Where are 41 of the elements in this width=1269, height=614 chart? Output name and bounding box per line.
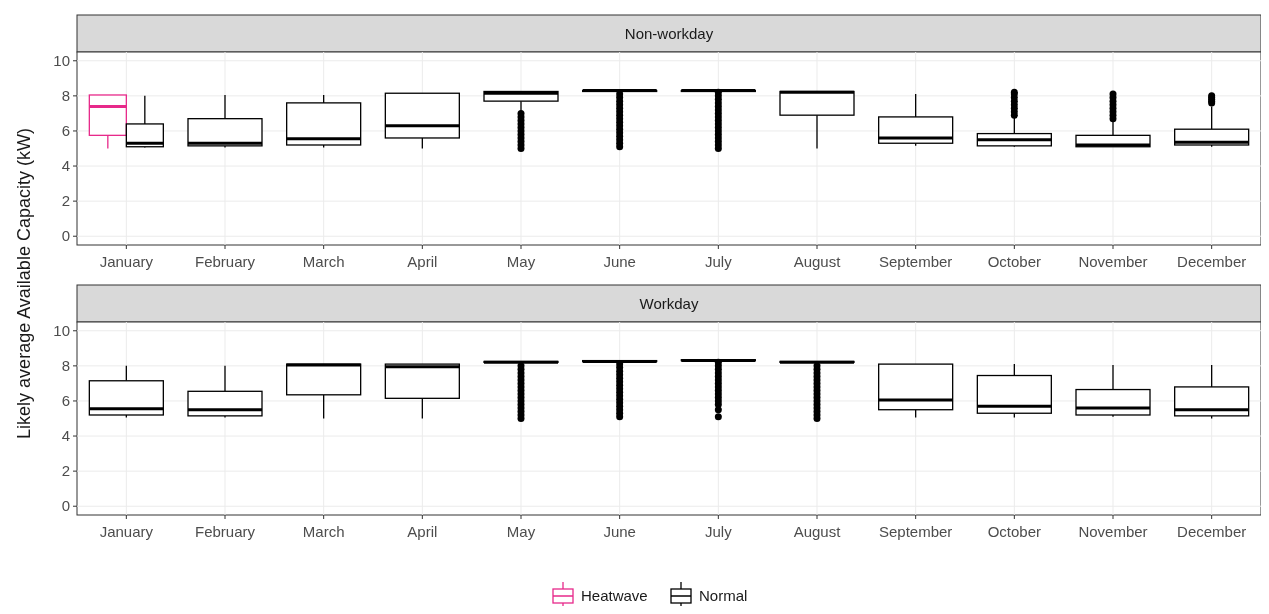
chart-title: Workday bbox=[639, 294, 699, 312]
x-tick-label: September bbox=[878, 523, 953, 540]
x-tick-label: April bbox=[407, 523, 438, 540]
y-tick-label: 8 bbox=[61, 86, 70, 104]
y-axis-title: Likely average Available Capacity (kW) bbox=[14, 128, 34, 439]
y-tick-label: 10 bbox=[53, 51, 70, 69]
chart-title: Non-workday bbox=[624, 24, 714, 42]
legend-label: Normal bbox=[699, 587, 748, 604]
x-tick-label: November bbox=[1078, 253, 1148, 270]
x-tick-label: June bbox=[603, 523, 636, 540]
x-tick-label: May bbox=[506, 523, 536, 540]
x-tick-label: July bbox=[704, 253, 733, 270]
x-tick-label: November bbox=[1078, 523, 1148, 540]
x-tick-label: March bbox=[302, 253, 345, 270]
x-tick-label: October bbox=[987, 523, 1042, 540]
x-tick-label: May bbox=[506, 253, 536, 270]
x-tick-label: July bbox=[704, 523, 733, 540]
legend-label: Heatwave bbox=[581, 587, 648, 604]
x-tick-label: January bbox=[99, 253, 154, 270]
y-tick-label: 8 bbox=[61, 356, 70, 374]
y-tick-label: 2 bbox=[61, 462, 70, 480]
x-tick-label: April bbox=[407, 253, 438, 270]
y-tick-label: 4 bbox=[61, 427, 70, 445]
y-tick-label: 6 bbox=[61, 121, 70, 139]
y-tick-label: 4 bbox=[61, 157, 70, 175]
x-tick-label: February bbox=[194, 523, 256, 540]
y-tick-label: 6 bbox=[61, 391, 70, 409]
x-tick-label: February bbox=[194, 253, 256, 270]
x-tick-label: August bbox=[793, 523, 842, 540]
y-tick-label: 2 bbox=[61, 192, 70, 210]
y-tick-label: 10 bbox=[53, 321, 70, 339]
x-tick-label: December bbox=[1177, 253, 1247, 270]
x-tick-label: August bbox=[793, 253, 842, 270]
x-tick-label: March bbox=[302, 523, 345, 540]
x-tick-label: October bbox=[987, 253, 1042, 270]
x-tick-label: September bbox=[878, 253, 953, 270]
x-tick-label: June bbox=[603, 253, 636, 270]
y-tick-label: 0 bbox=[61, 497, 70, 515]
y-tick-label: 0 bbox=[61, 227, 70, 245]
x-tick-label: December bbox=[1177, 523, 1247, 540]
x-tick-label: January bbox=[99, 523, 154, 540]
